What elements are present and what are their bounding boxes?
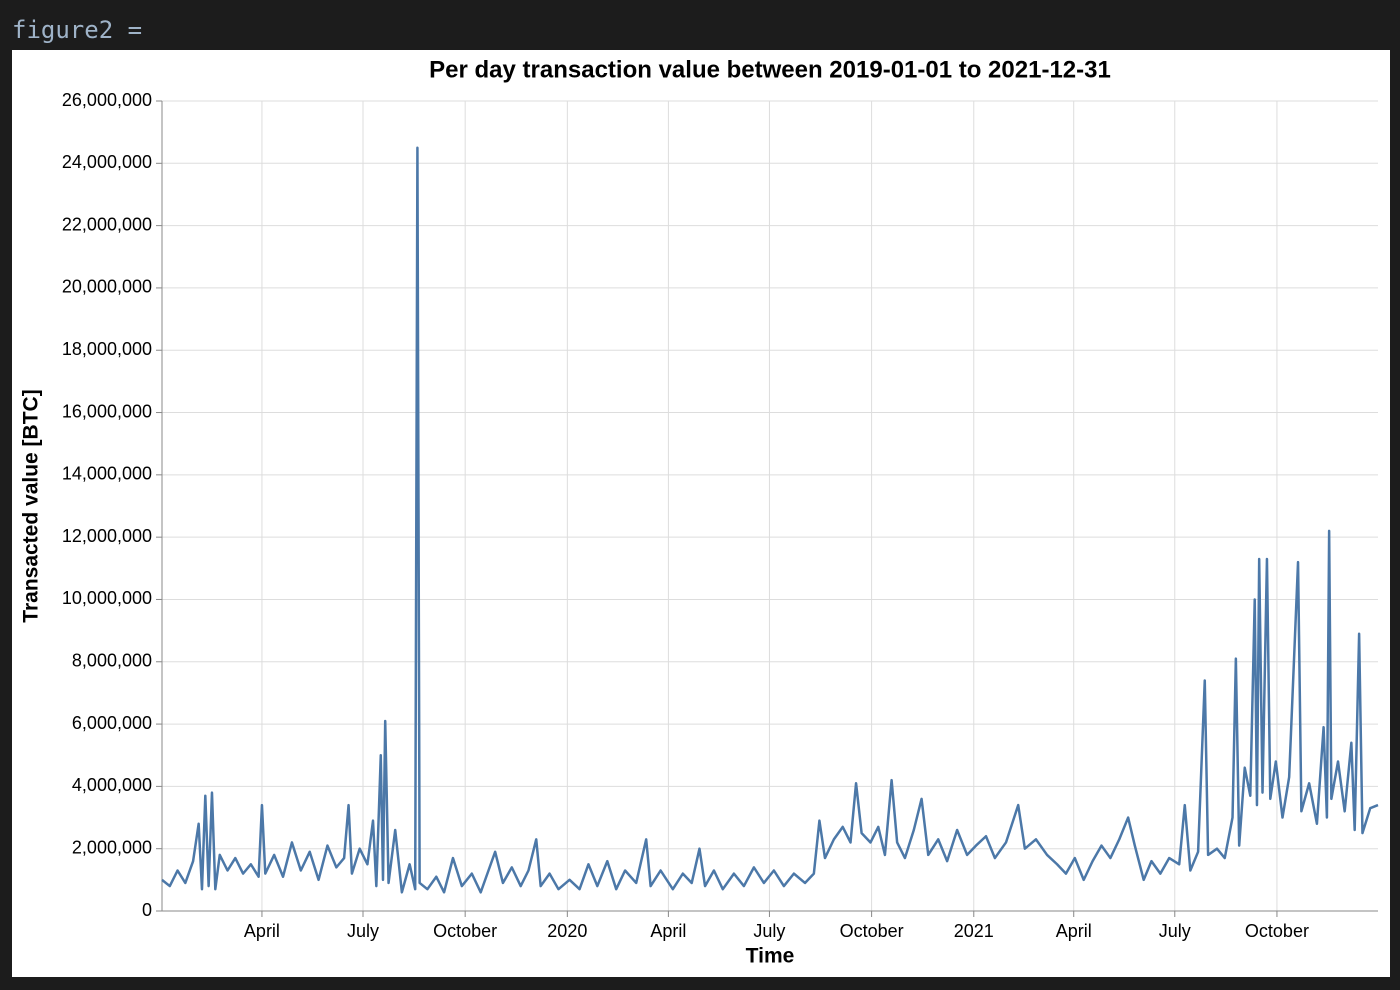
y-tick-label: 18,000,000	[62, 339, 152, 359]
x-tick-label: April	[1056, 921, 1092, 941]
y-axis-title: Transacted value [BTC]	[20, 389, 43, 622]
x-tick-label: October	[1245, 921, 1309, 941]
x-axis-title: Time	[746, 945, 795, 968]
y-tick-label: 8,000,000	[72, 651, 152, 671]
y-tick-label: 10,000,000	[62, 588, 152, 608]
x-tick-label: July	[1159, 921, 1191, 941]
x-tick-label: April	[650, 921, 686, 941]
y-tick-label: 26,000,000	[62, 90, 152, 110]
chart-title: Per day transaction value between 2019-0…	[429, 56, 1111, 83]
x-tick-label: 2021	[954, 921, 994, 941]
y-tick-label: 6,000,000	[72, 713, 152, 733]
code-line: figure2 =	[12, 16, 142, 44]
y-tick-label: 16,000,000	[62, 401, 152, 421]
y-tick-label: 0	[142, 900, 152, 920]
y-tick-label: 22,000,000	[62, 214, 152, 234]
y-tick-label: 14,000,000	[62, 464, 152, 484]
x-tick-label: October	[840, 921, 904, 941]
plot: 0 2,000,000 4,000,000 6,000,000 8,000,000 10,…	[62, 90, 1379, 941]
x-tick-label: 2020	[547, 921, 587, 941]
y-tick-label: 4,000,000	[72, 775, 152, 795]
x-tick-label: April	[244, 921, 280, 941]
y-tick-label: 24,000,000	[62, 152, 152, 172]
x-tick-label: July	[347, 921, 379, 941]
x-tick-label: July	[753, 921, 785, 941]
y-tick-label: 20,000,000	[62, 277, 152, 297]
y-tick-label: 2,000,000	[72, 837, 152, 857]
figure-panel	[12, 50, 1390, 977]
x-tick-label: October	[433, 921, 497, 941]
y-tick-label: 12,000,000	[62, 526, 152, 546]
data-line	[161, 146, 1379, 894]
